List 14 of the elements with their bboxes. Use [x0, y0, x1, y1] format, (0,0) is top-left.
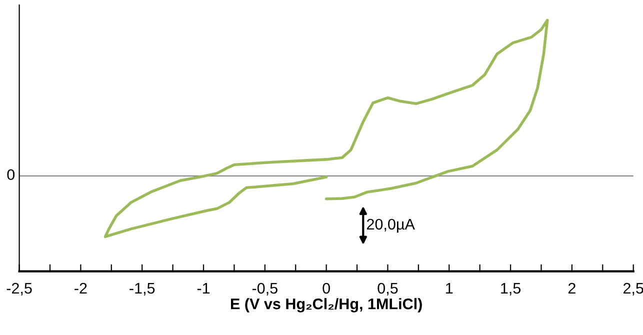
x-tick-label: 0	[322, 282, 330, 294]
x-tick-label: -1,5	[130, 283, 155, 296]
x-tick-label: 1	[446, 283, 453, 294]
x-tick-label: -2	[74, 282, 87, 294]
x-axis-title: E (V vs Hg₂Cl₂/Hg, 1MLiCl)	[231, 298, 422, 312]
x-tick-label: 2,5	[624, 282, 643, 296]
x-tick-label: 2	[568, 282, 576, 294]
x-tick-label: -2,5	[6, 282, 32, 296]
annotation: 20,0µA	[367, 218, 415, 233]
text: 0	[7, 169, 15, 180]
x-tick-label: 0,5	[378, 282, 398, 296]
x-tick-label: -0,5	[252, 282, 278, 296]
x-tick-label: -1	[197, 283, 210, 294]
x-tick-label: 1,5	[501, 283, 521, 296]
